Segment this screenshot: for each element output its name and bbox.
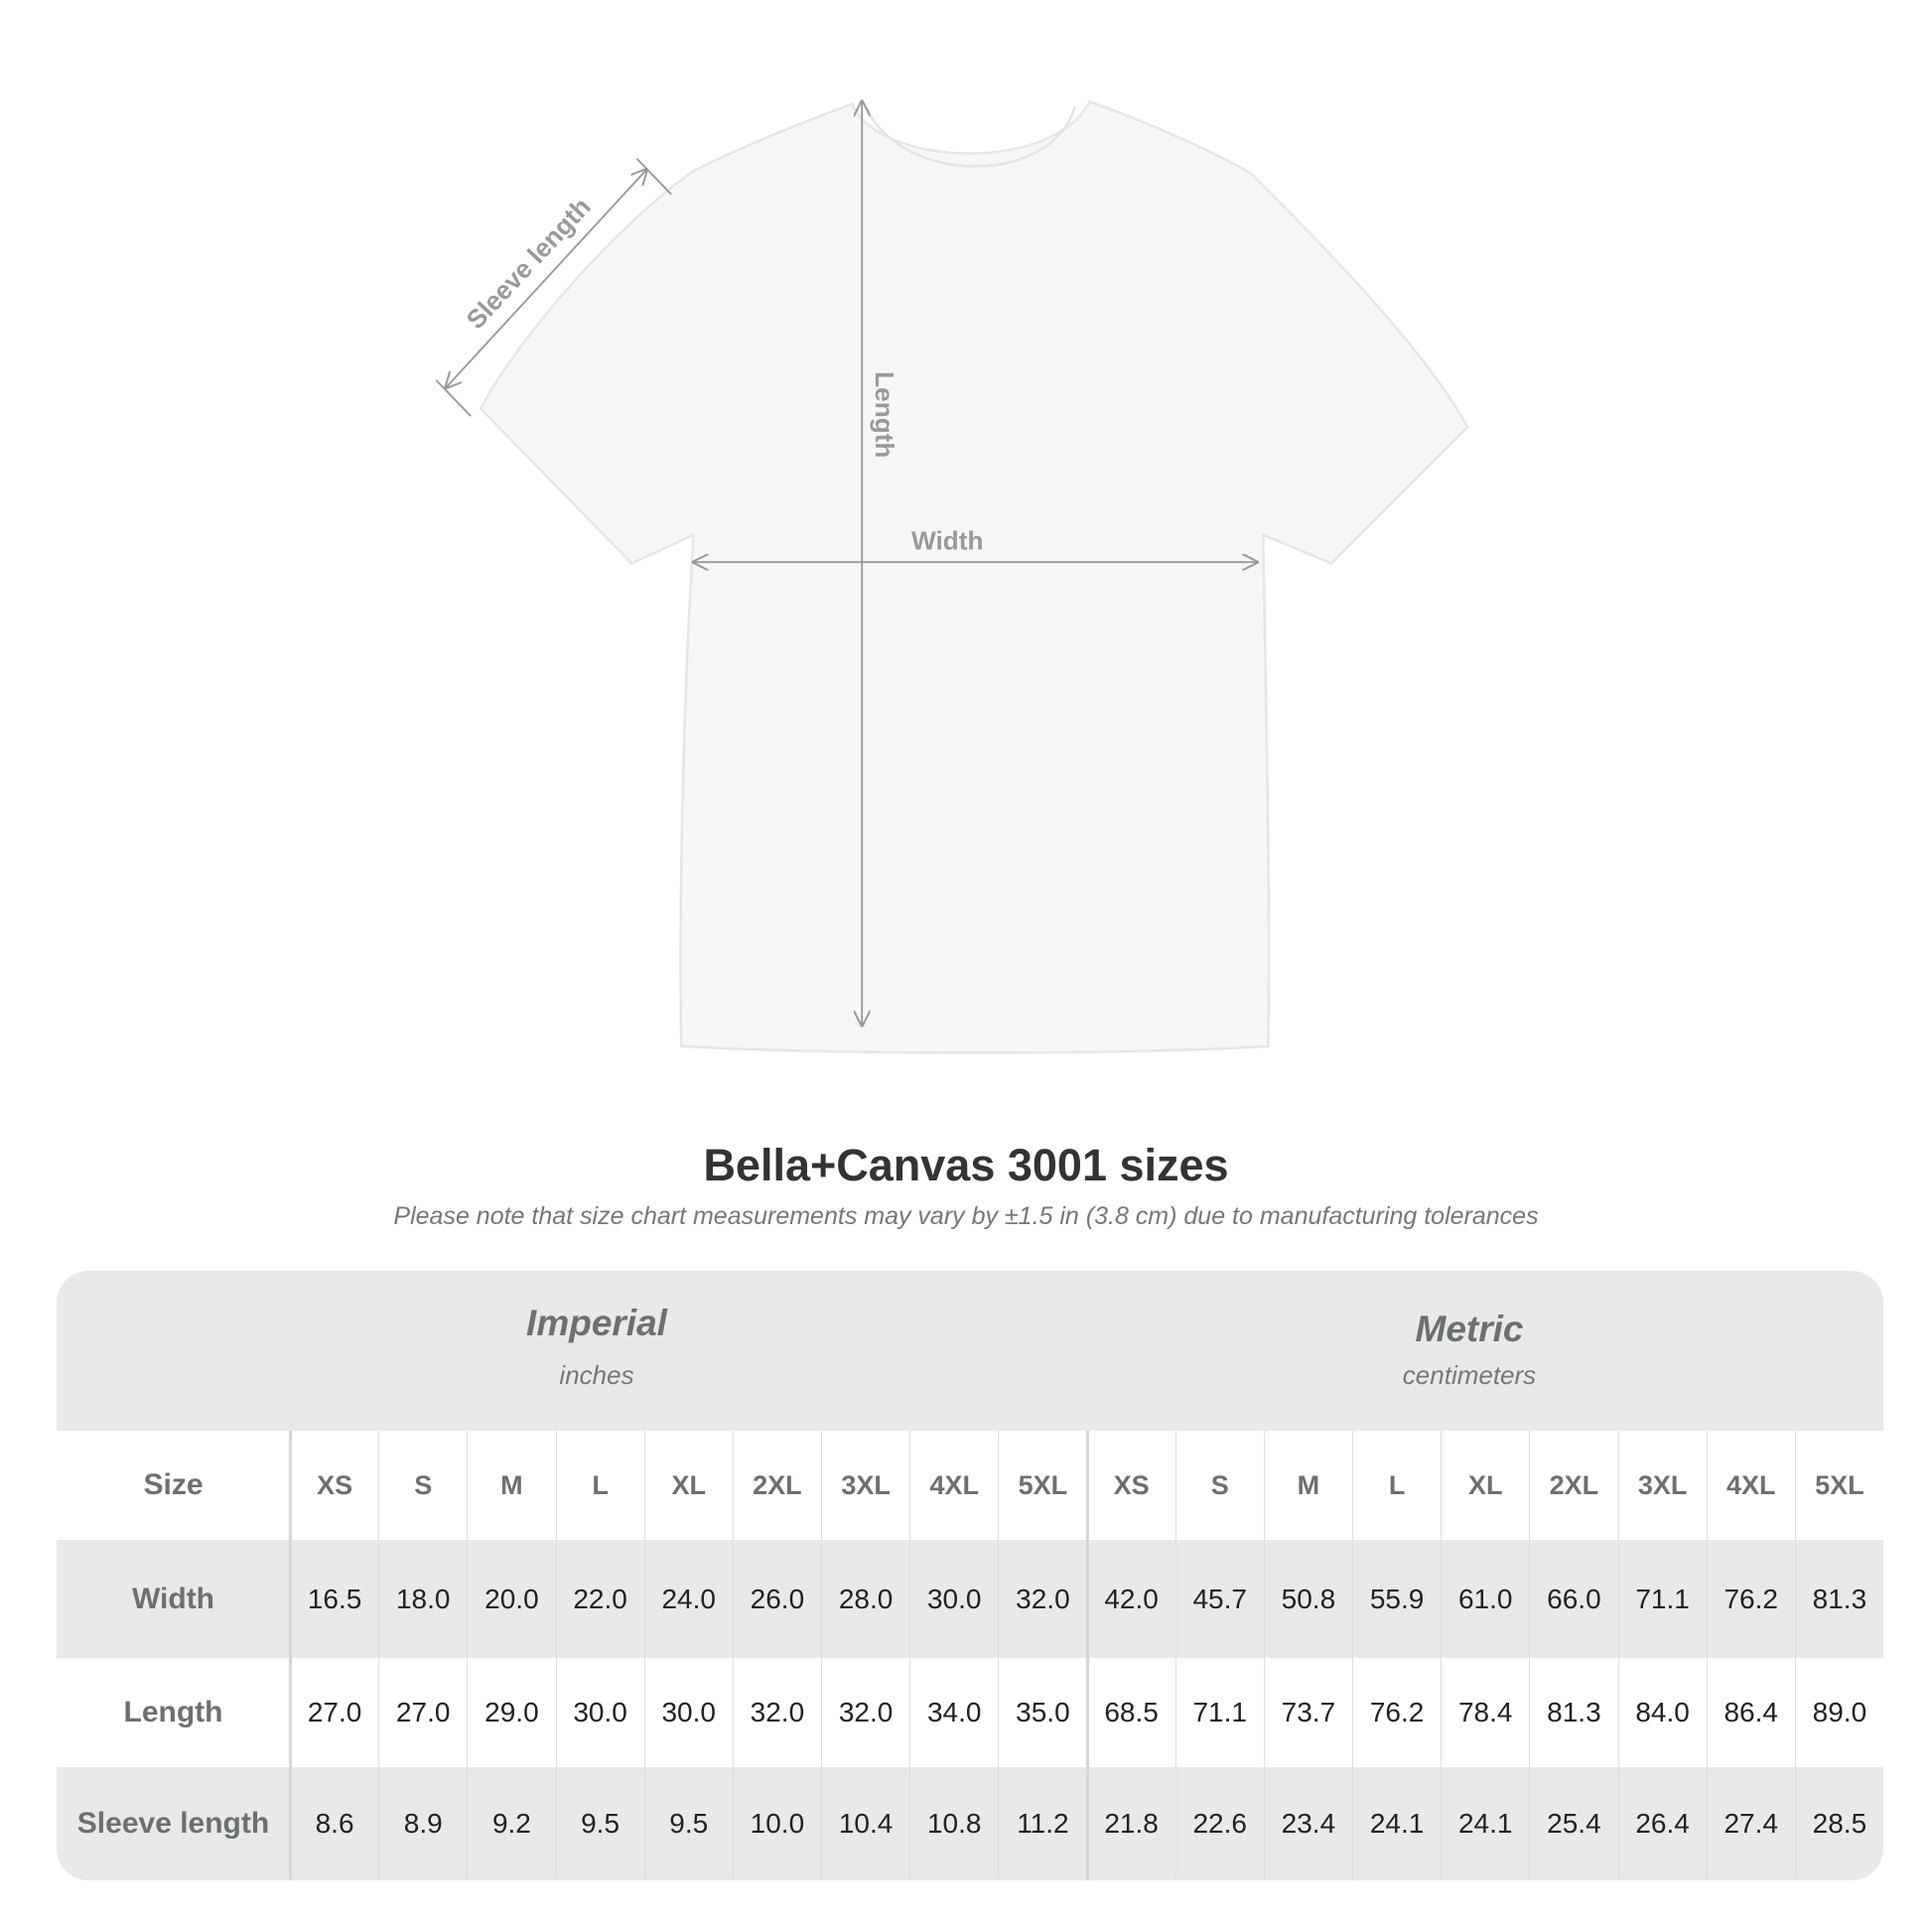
table-cell-metric: 22.6 (1174, 1767, 1264, 1880)
tolerance-note: Please note that size chart measurements… (393, 1202, 1539, 1230)
table-cell-imperial: 34.0 (909, 1658, 998, 1767)
table-cell-metric: 71.1 (1174, 1658, 1264, 1767)
table-cell-imperial: 9.5 (555, 1767, 644, 1880)
table-cell-imperial: 8.6 (290, 1767, 378, 1880)
size-header-metric: M (1263, 1431, 1352, 1540)
page-title: Bella+Canvas 3001 sizes (703, 1140, 1229, 1190)
table-cell-imperial: 9.2 (467, 1767, 555, 1880)
table-cell-metric: 42.0 (1086, 1540, 1175, 1658)
size-table: Imperial inches Metric centimeters Size X… (57, 1271, 1883, 1880)
width-label: Width (911, 526, 983, 556)
table-cell-imperial: 27.0 (290, 1658, 378, 1767)
table-cell-metric: 55.9 (1352, 1540, 1441, 1658)
row-label: Sleeve length (76, 1807, 270, 1840)
table-cell-imperial: 8.9 (378, 1767, 467, 1880)
table-cell-imperial: 22.0 (555, 1540, 644, 1658)
table-cell-metric: 78.4 (1441, 1658, 1529, 1767)
table-cell-imperial: 26.0 (732, 1540, 821, 1658)
table-cell-metric: 28.5 (1794, 1767, 1883, 1880)
metric-title: Metric (1415, 1309, 1524, 1349)
size-header-metric: L (1352, 1431, 1441, 1540)
table-cell-metric: 45.7 (1174, 1540, 1264, 1658)
imperial-unit: inches (559, 1360, 634, 1390)
table-cell-metric: 23.4 (1263, 1767, 1352, 1880)
table-cell-imperial: 32.0 (732, 1658, 821, 1767)
table-cell-metric: 89.0 (1794, 1658, 1883, 1767)
sleeve-measure-line (446, 170, 646, 388)
table-cell-metric: 27.4 (1706, 1767, 1795, 1880)
metric-unit: centimeters (1402, 1360, 1537, 1390)
imperial-title: Imperial (526, 1303, 667, 1343)
size-header-imperial: S (378, 1431, 467, 1540)
table-cell-imperial: 27.0 (378, 1658, 467, 1767)
table-cell-imperial: 20.0 (467, 1540, 555, 1658)
size-header-imperial: 4XL (909, 1431, 998, 1540)
size-header-imperial: XS (290, 1431, 378, 1540)
table-cell-metric: 84.0 (1617, 1658, 1707, 1767)
size-header-imperial: M (467, 1431, 555, 1540)
size-header-metric: 3XL (1617, 1431, 1707, 1540)
size-header-imperial: 5XL (998, 1431, 1086, 1540)
size-header-metric: 2XL (1529, 1431, 1617, 1540)
length-label: Length (870, 371, 899, 458)
table-cell-imperial: 30.0 (909, 1540, 998, 1658)
size-header-imperial: L (555, 1431, 644, 1540)
table-cell-metric: 66.0 (1529, 1540, 1617, 1658)
tshirt-diagram: Sleeve length Length Width (435, 0, 1469, 1054)
table-cell-imperial: 35.0 (998, 1658, 1086, 1767)
row-label: Length (123, 1696, 223, 1728)
header-band (57, 1271, 1883, 1431)
row-label: Width (131, 1582, 215, 1615)
size-header-metric: 4XL (1706, 1431, 1795, 1540)
table-cell-metric: 76.2 (1706, 1540, 1795, 1658)
column-separator (1085, 1431, 1089, 1880)
table-cell-metric: 26.4 (1617, 1767, 1707, 1880)
size-header-imperial: 2XL (732, 1431, 821, 1540)
table-cell-metric: 25.4 (1529, 1767, 1617, 1880)
size-header-metric: 5XL (1794, 1431, 1883, 1540)
table-cell-metric: 81.3 (1794, 1540, 1883, 1658)
table-cell-imperial: 10.0 (732, 1767, 821, 1880)
table-cell-imperial: 29.0 (467, 1658, 555, 1767)
table-cell-metric: 21.8 (1086, 1767, 1175, 1880)
table-cell-metric: 76.2 (1352, 1658, 1441, 1767)
size-header-metric: XS (1086, 1431, 1175, 1540)
column-separator (289, 1431, 292, 1880)
table-cell-metric: 24.1 (1441, 1767, 1529, 1880)
table-cell-imperial: 32.0 (821, 1658, 909, 1767)
size-header-imperial: XL (643, 1431, 733, 1540)
table-cell-imperial: 10.4 (821, 1767, 909, 1880)
size-header-label: Size (143, 1468, 204, 1501)
row-band-width (57, 1540, 1883, 1658)
size-header-metric: XL (1441, 1431, 1529, 1540)
table-cell-metric: 50.8 (1263, 1540, 1352, 1658)
table-cell-metric: 81.3 (1529, 1658, 1617, 1767)
table-cell-imperial: 10.8 (909, 1767, 998, 1880)
table-cell-metric: 73.7 (1263, 1658, 1352, 1767)
size-header-imperial: 3XL (821, 1431, 909, 1540)
table-cell-imperial: 18.0 (378, 1540, 467, 1658)
table-cell-imperial: 11.2 (998, 1767, 1086, 1880)
table-cell-metric: 68.5 (1086, 1658, 1175, 1767)
table-cell-imperial: 28.0 (821, 1540, 909, 1658)
table-cell-imperial: 16.5 (290, 1540, 378, 1658)
table-cell-metric: 86.4 (1706, 1658, 1795, 1767)
size-header-metric: S (1174, 1431, 1264, 1540)
table-cell-metric: 24.1 (1352, 1767, 1441, 1880)
table-cell-imperial: 24.0 (643, 1540, 733, 1658)
table-cell-imperial: 9.5 (643, 1767, 733, 1880)
tshirt-shape (479, 99, 1469, 1054)
table-cell-metric: 61.0 (1441, 1540, 1529, 1658)
table-cell-imperial: 30.0 (555, 1658, 644, 1767)
table-cell-imperial: 30.0 (643, 1658, 733, 1767)
table-cell-metric: 71.1 (1617, 1540, 1707, 1658)
row-band-sleeve (57, 1767, 1883, 1880)
table-cell-imperial: 32.0 (998, 1540, 1086, 1658)
